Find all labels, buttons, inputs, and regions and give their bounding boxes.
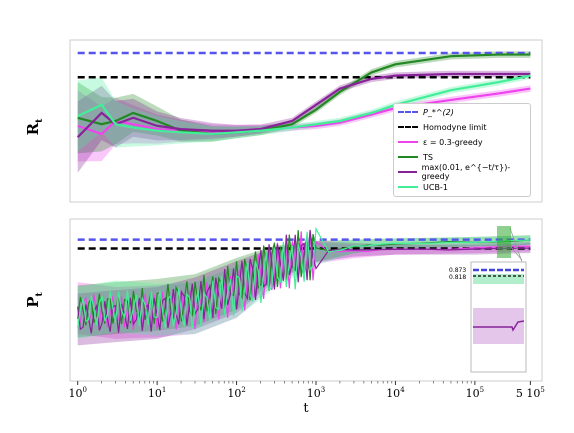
legend-entry-eps-greedy: ε = 0.3-greedy xyxy=(398,136,483,148)
x-tick-label-4: 104 xyxy=(386,386,405,400)
legend-label-p-star: P_*^(2) xyxy=(423,107,454,117)
top-band-1 xyxy=(77,51,531,154)
x-tick-label-2: 102 xyxy=(227,386,245,400)
legend: P_*^(2) Homodyne limit ε = 0.3-greedy TS… xyxy=(393,103,531,197)
legend-entry-p-star: P_*^(2) xyxy=(398,106,454,118)
legend-entry-max-greedy: max(0.01, e^{−t/τ})-greedy xyxy=(398,163,530,181)
top-series-2 xyxy=(76,72,531,138)
x-ticks: 100 101 102 103 104 105 5 105 xyxy=(68,381,545,400)
top-ylabel: Rt xyxy=(24,118,45,135)
bottom-series-2 xyxy=(77,229,531,334)
bottom-plot-area xyxy=(69,218,543,382)
inset-source-box xyxy=(497,226,511,258)
top-plot-area xyxy=(69,39,543,203)
inset: 0.873 0.818 xyxy=(449,226,527,373)
legend-entry-ts: TS xyxy=(398,151,433,163)
x-tick-label-1: 101 xyxy=(148,386,166,400)
bottom-band-2 xyxy=(77,240,531,346)
legend-label-ts: TS xyxy=(423,152,433,162)
inset-green-band xyxy=(473,274,524,284)
top-band-2 xyxy=(77,70,531,173)
top-series-3 xyxy=(77,74,531,136)
inset-purple-line xyxy=(473,320,525,332)
legend-entry-ucb: UCB-1 xyxy=(398,181,448,193)
bottom-series-1 xyxy=(77,230,531,326)
legend-label-max-greedy: max(0.01, e^{−t/τ})-greedy xyxy=(421,163,511,181)
inset-label-lo: 0.818 xyxy=(449,274,466,281)
legend-entry-homodyne: Homodyne limit xyxy=(398,121,487,133)
x-tick-label-0: 100 xyxy=(68,386,86,400)
legend-label-ucb: UCB-1 xyxy=(423,182,448,192)
legend-label-eps-greedy: ε = 0.3-greedy xyxy=(423,137,483,147)
bottom-series-3 xyxy=(77,226,531,329)
legend-label-homodyne: Homodyne limit xyxy=(423,122,487,132)
x-axis-label: t xyxy=(303,401,309,416)
x-tick-label-5: 105 xyxy=(466,386,484,400)
x-tick-label-6: 5 105 xyxy=(516,386,545,400)
inset-label-hi: 0.873 xyxy=(449,267,466,274)
x-tick-label-3: 103 xyxy=(307,386,325,400)
bottom-lines xyxy=(77,226,531,334)
bottom-ylabel: Pt xyxy=(24,291,45,307)
